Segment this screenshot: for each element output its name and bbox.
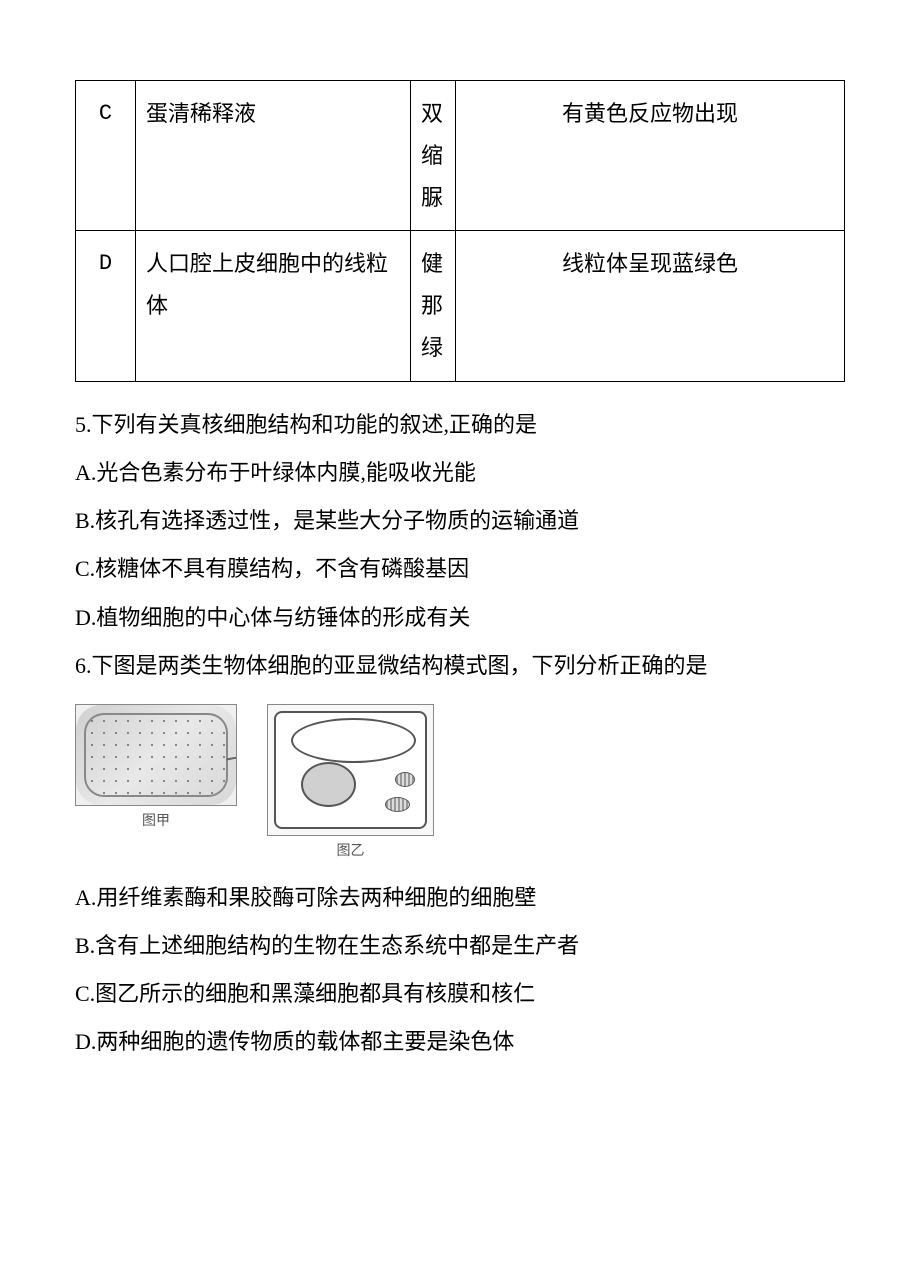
- row-reagent: 健那绿: [411, 231, 456, 381]
- question-5-option-c: C.核糖体不具有膜结构，不含有磷酸基因: [75, 546, 845, 592]
- question-6-stem: 6.下图是两类生物体细胞的亚显微结构模式图，下列分析正确的是: [75, 643, 845, 689]
- row-reagent: 双缩脲: [411, 81, 456, 231]
- row-result: 线粒体呈现蓝绿色: [456, 231, 845, 381]
- question-5-option-b: B.核孔有选择透过性，是某些大分子物质的运输通道: [75, 498, 845, 544]
- plant-cell-image: [267, 704, 434, 836]
- experiment-table: C 蛋清稀释液 双缩脲 有黄色反应物出现 D 人口腔上皮细胞中的线粒体 健那绿 …: [75, 80, 845, 382]
- row-letter: D: [76, 231, 136, 381]
- table-row: C 蛋清稀释液 双缩脲 有黄色反应物出现: [76, 81, 845, 231]
- question-5-option-a: A.光合色素分布于叶绿体内膜,能吸收光能: [75, 450, 845, 496]
- cell-diagram-yi: 图乙: [267, 704, 434, 860]
- question-5-option-d: D.植物细胞的中心体与纺锤体的形成有关: [75, 595, 845, 641]
- question-6-option-a: A.用纤维素酶和果胶酶可除去两种细胞的细胞壁: [75, 875, 845, 921]
- cell-diagram-jia: 图甲: [75, 704, 237, 860]
- question-6-option-b: B.含有上述细胞结构的生物在生态系统中都是生产者: [75, 923, 845, 969]
- prokaryote-cell-image: [75, 704, 237, 806]
- row-material: 蛋清稀释液: [136, 81, 411, 231]
- table-row: D 人口腔上皮细胞中的线粒体 健那绿 线粒体呈现蓝绿色: [76, 231, 845, 381]
- question-6-option-d: D.两种细胞的遗传物质的载体都主要是染色体: [75, 1019, 845, 1065]
- row-letter: C: [76, 81, 136, 231]
- cell-diagrams: 图甲 图乙: [75, 704, 845, 860]
- figure-jia-label: 图甲: [142, 810, 170, 830]
- figure-yi-label: 图乙: [337, 840, 365, 860]
- row-result: 有黄色反应物出现: [456, 81, 845, 231]
- row-material: 人口腔上皮细胞中的线粒体: [136, 231, 411, 381]
- question-6-option-c: C.图乙所示的细胞和黑藻细胞都具有核膜和核仁: [75, 971, 845, 1017]
- question-5-stem: 5.下列有关真核细胞结构和功能的叙述,正确的是: [75, 402, 845, 448]
